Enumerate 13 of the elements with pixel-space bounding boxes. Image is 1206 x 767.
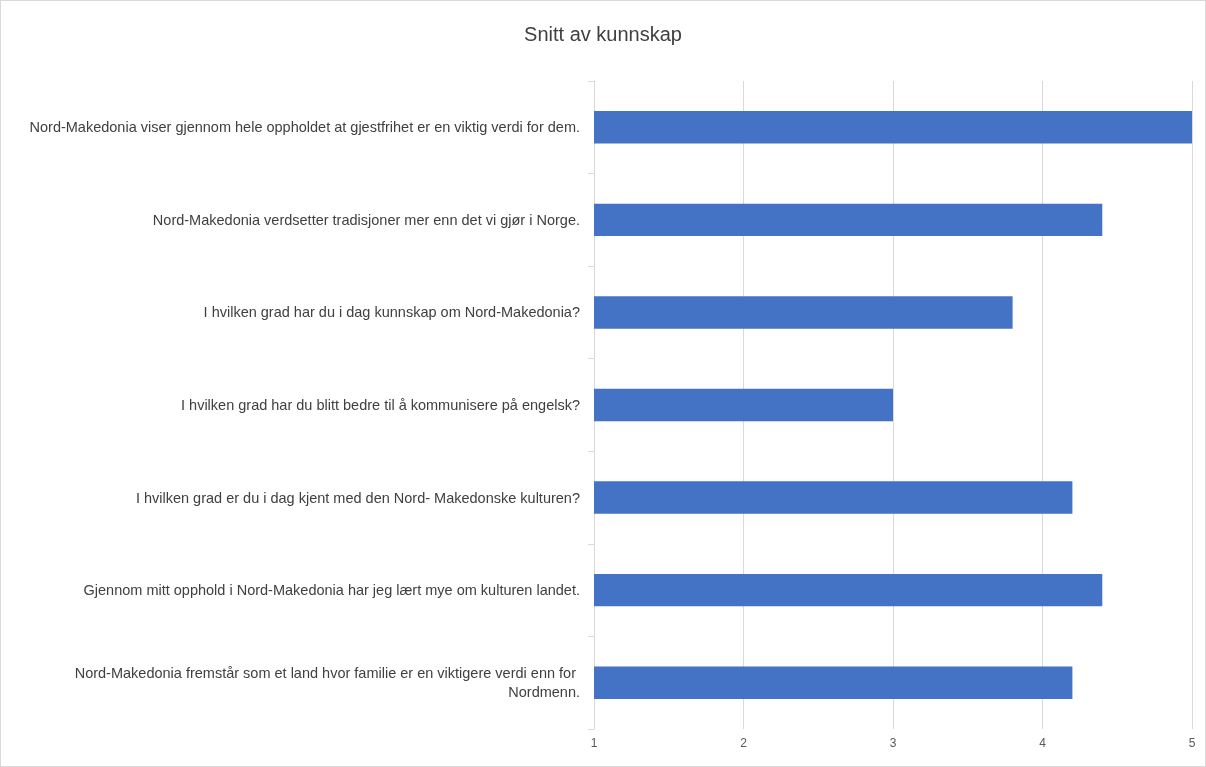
x-tick-label: 3 [889,736,897,750]
y-tick-label: I hvilken grad har du i dag kunnskap om Nord-Makedonia? [203,304,580,321]
y-tick-label: Nord-Makedonia fremstår som et land hvor familie er en viktigere verdi enn for Nordmenn. [74,665,580,701]
x-tick-label: 5 [1188,736,1196,750]
x-tick-label: 4 [1039,736,1047,750]
y-tick-label: Nord-Makedonia verdsetter tradisjoner mer enn det vi gjør i Norge. [152,211,580,228]
y-tick-label: Gjennom mitt opphold i Nord-Makedonia har jeg lært mye om kulturen landet. [83,582,580,599]
x-tick-label: 2 [740,736,748,750]
x-tick-label: 1 [590,736,598,750]
y-tick-label: Nord-Makedonia viser gjennom hele oppholdet at gjestfrihet er en viktig verdi for dem. [29,119,580,136]
y-tick-label: I hvilken grad har du blitt bedre til å kommunisere på engelsk? [181,397,580,413]
chart-title: Snitt av kunnskap [524,23,682,45]
y-tick-label: I hvilken grad er du i dag kjent med den Nord- Makedonske kulturen? [135,489,580,506]
